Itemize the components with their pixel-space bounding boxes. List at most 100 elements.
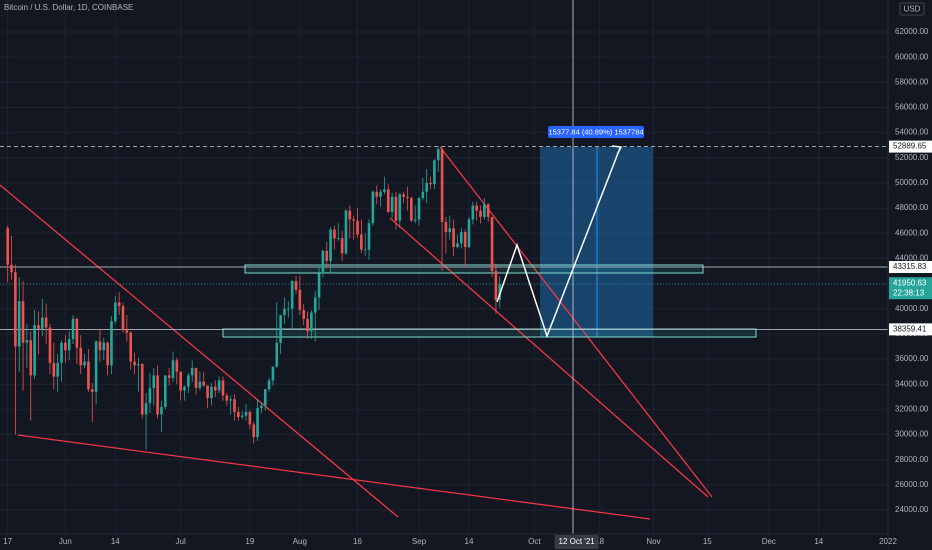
candle-body [198,381,202,388]
support-zone[interactable] [244,264,704,274]
y-tick-label: 58000.00 [895,77,929,86]
candle-body [344,210,348,254]
x-tick-label: 2022 [879,537,897,546]
candle-body [494,271,498,300]
candle-body [190,367,194,376]
x-tick-label: Dec [762,537,776,546]
price-tag-box [889,140,932,153]
candle-body [271,366,275,381]
candle-body [440,148,444,222]
candle-body [217,380,221,391]
candle-body [321,250,325,274]
candles [6,146,502,450]
candle-body [225,395,229,401]
candle-body [114,302,117,322]
candle-body [221,380,225,396]
candle-body [133,361,136,366]
candle-body [452,228,455,248]
y-tick-label: 32000.00 [895,404,929,413]
candle-body [71,318,75,339]
candle-body [210,386,213,399]
candle-body [64,342,67,351]
y-tick-label: 48000.00 [895,203,929,212]
candle-body [17,301,21,347]
candle-body [90,389,94,392]
candle-body [325,250,329,261]
y-tick-label: 52000.00 [895,153,929,162]
x-tick-label: Jul [176,537,186,546]
candle-body [206,385,209,399]
candle-body [313,297,317,313]
candle-body [237,411,240,417]
support-zone[interactable] [222,328,757,338]
candle-body [194,367,198,388]
x-tick-label: 14 [814,537,823,546]
candle-body [298,289,302,310]
crosshair-label: 12 Oct '21 [559,537,596,546]
candle-body [425,182,429,192]
candle-body [140,364,144,415]
last-price-box [889,277,932,300]
chart-title: Bitcoin / U.S. Dollar, 1D, COINBASE [4,3,133,12]
countdown: 22:38:13 [893,288,925,297]
candle-body [410,198,413,221]
candle-body [106,342,109,366]
x-tick-label: Jun [59,537,72,546]
candle-body [48,327,52,363]
candle-body [340,238,344,254]
candle-body [267,380,271,390]
candle-body [167,375,171,378]
candle-body [356,220,359,235]
candle-body [275,342,279,367]
y-tick-label: 26000.00 [895,480,929,489]
price-tag-box [889,261,932,274]
candle-body [386,189,390,212]
y-tick-label: 36000.00 [895,354,929,363]
candle-body [179,371,182,391]
candle-body [463,232,467,248]
candle-body [79,347,83,366]
candle-body [306,318,309,332]
candle-body [102,342,106,351]
trendline[interactable] [17,434,651,520]
candle-body [429,182,432,185]
y-tick-label: 40000.00 [895,304,929,313]
candle-body [129,332,133,362]
candle-body [125,330,129,333]
candle-body [94,341,98,392]
candle-body [60,342,63,363]
candle-body [6,228,9,265]
trendline[interactable] [0,184,399,518]
candle-body [486,204,490,217]
y-tick-label: 56000.00 [895,103,929,112]
y-tick-label: 54000.00 [895,128,929,137]
candle-body [144,403,148,415]
candle-body [406,196,409,199]
candle-body [363,249,367,251]
candle-body [33,325,36,376]
candle-body [163,375,167,407]
candle-body [40,317,44,329]
currency-box[interactable] [899,2,925,16]
y-tick-label: 62000.00 [895,27,929,36]
candle-body [336,238,340,240]
candle-body [52,362,56,377]
x-tick-label: Oct [528,537,541,546]
candle-body [244,411,248,416]
candle-body [394,196,398,221]
candle-body [310,312,313,332]
candle-body [187,375,190,387]
x-tick-label: Aug [293,537,307,546]
candle-body [329,229,332,261]
x-tick-label: Sep [412,537,427,546]
candle-body [121,306,125,331]
price-tag: 38359.41 [893,324,927,333]
candle-body [390,196,394,212]
projection-path[interactable] [496,147,621,339]
y-tick-label: 44000.00 [895,254,929,263]
candle-body [375,191,379,197]
candle-body [348,210,352,220]
